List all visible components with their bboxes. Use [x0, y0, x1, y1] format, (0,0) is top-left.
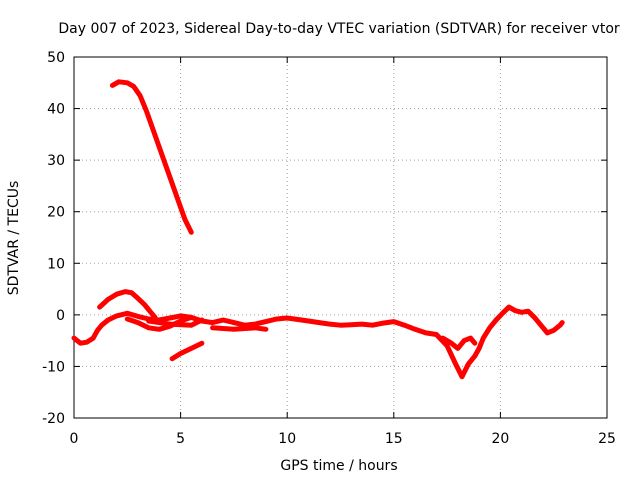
y-tick-label: 40: [47, 102, 65, 118]
y-axis-label: SDTVAR / TECUs: [6, 181, 22, 296]
series-line-low-branch: [169, 340, 205, 362]
y-tick-label: -20: [42, 411, 65, 427]
y-tick-label: 10: [47, 256, 65, 272]
plot-frame: [73, 56, 608, 419]
series-line-main-trace: [71, 304, 565, 380]
series-line-arc-a: [97, 289, 158, 320]
y-tick-label: 50: [47, 50, 65, 66]
series-line-dip-loop: [440, 335, 478, 351]
grid-lines: [74, 57, 607, 418]
x-tick-label: 5: [176, 431, 185, 447]
x-axis-label: GPS time / hours: [280, 458, 397, 474]
series-line-side-loop-a: [146, 317, 205, 328]
y-tick-label: 20: [47, 205, 65, 221]
series-line-high-arc: [109, 79, 194, 235]
axis-ticks: 0 5 10 15 20 25 -20 -10 0 10 20 30 40 50: [42, 50, 616, 447]
series-group: [71, 79, 565, 380]
x-tick-label: 25: [598, 431, 616, 447]
y-tick-label: -10: [42, 359, 65, 375]
x-tick-label: 10: [278, 431, 296, 447]
series-line-arc-b: [124, 314, 194, 332]
x-tick-label: 0: [70, 431, 79, 447]
x-tick-label: 15: [385, 431, 403, 447]
x-tick-label: 20: [491, 431, 509, 447]
y-tick-label: 0: [56, 308, 65, 324]
chart-title: Day 007 of 2023, Sidereal Day-to-day VTE…: [58, 21, 620, 37]
series-line-side-loop-b: [210, 325, 269, 332]
y-tick-label: 30: [47, 153, 65, 169]
